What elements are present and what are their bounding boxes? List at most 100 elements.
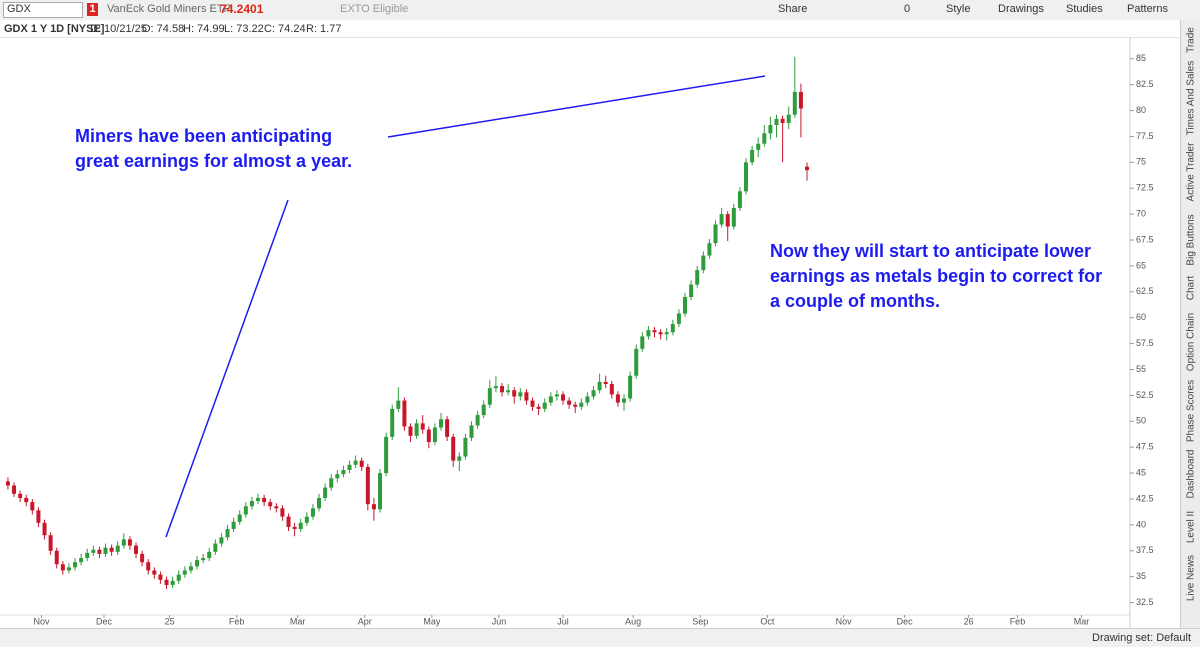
share-button[interactable]: Share xyxy=(778,3,808,15)
drawing-set[interactable]: Drawing set: Default xyxy=(1092,632,1192,644)
alert-badge[interactable]: 1 xyxy=(87,3,98,16)
candle-body xyxy=(634,348,639,376)
low: L: 73.22 xyxy=(224,23,264,35)
candle-body xyxy=(286,516,291,527)
candle-body xyxy=(603,381,608,385)
candle-body xyxy=(298,522,303,530)
candle-body xyxy=(323,487,328,498)
sidebar-tab[interactable]: Option Chain xyxy=(1185,312,1197,372)
candle-body xyxy=(530,400,535,407)
sidebar-tab[interactable]: Times And Sales xyxy=(1185,60,1197,136)
footer: Drawing set: Default xyxy=(0,628,1200,647)
sidebar-tab[interactable]: Level II xyxy=(1185,510,1197,544)
style-button[interactable]: Style xyxy=(946,3,971,15)
sidebar-tab[interactable]: Chart xyxy=(1185,275,1197,301)
candle-body xyxy=(12,485,17,494)
candle-body xyxy=(591,390,596,397)
candle-body xyxy=(719,214,724,225)
candle-body xyxy=(365,466,370,505)
close: C: 74.24 xyxy=(264,23,306,35)
candle-body xyxy=(756,143,761,150)
sidebar-tab[interactable]: Active Trader xyxy=(1185,142,1197,202)
y-tick-label: 32.5 xyxy=(1136,597,1154,607)
candle-body xyxy=(750,149,755,163)
y-tick-label: 67.5 xyxy=(1136,234,1154,244)
symbol-input[interactable]: GDX xyxy=(3,2,83,18)
candle-body xyxy=(676,313,681,324)
candle-body xyxy=(317,497,322,509)
x-tick-label: 26 xyxy=(964,616,974,626)
x-tick-label: Jun xyxy=(492,616,507,626)
sidebar-tab[interactable]: Trade xyxy=(1185,27,1197,53)
candle-body xyxy=(121,539,126,546)
candle-body xyxy=(335,474,340,479)
instrument-name: VanEck Gold Miners ETF xyxy=(107,3,231,15)
candle-body xyxy=(91,549,96,553)
candle-body xyxy=(66,567,71,571)
candle-body xyxy=(481,404,486,416)
y-tick-label: 52.5 xyxy=(1136,390,1154,400)
sidebar-tab[interactable]: Big Buttons xyxy=(1185,214,1197,266)
candle-body xyxy=(103,547,108,554)
candle-body xyxy=(274,506,279,509)
candle-body xyxy=(670,323,675,333)
candle-body xyxy=(79,558,84,563)
candle-body xyxy=(554,394,559,397)
candle-body xyxy=(213,543,218,552)
x-tick-label: Dec xyxy=(897,616,914,626)
candle-body xyxy=(182,570,187,575)
sidebar: Trade Times And Sales Active Trader Big But… xyxy=(1180,20,1200,628)
last-price: 74.2401 xyxy=(220,2,264,16)
y-tick-label: 47.5 xyxy=(1136,442,1154,452)
candle-body xyxy=(54,550,59,565)
sidebar-tab[interactable]: Live News xyxy=(1185,554,1197,602)
x-tick-label: Nov xyxy=(33,616,50,626)
y-tick-label: 72.5 xyxy=(1136,183,1154,193)
candle-body xyxy=(146,562,151,571)
candle-body xyxy=(786,114,791,123)
x-tick-label: Feb xyxy=(1010,616,1026,626)
candle-body xyxy=(774,118,779,126)
candle-body xyxy=(371,504,376,510)
candle-body xyxy=(188,566,193,571)
annotation: a couple of months. xyxy=(770,291,940,311)
y-tick-label: 77.5 xyxy=(1136,131,1154,141)
candle-body xyxy=(500,386,505,393)
candle-body xyxy=(396,400,401,409)
candle-body xyxy=(762,133,767,144)
candle-body xyxy=(805,166,810,171)
candle-body xyxy=(689,284,694,297)
x-tick-label: Nov xyxy=(836,616,853,626)
open: O: 74.58 xyxy=(142,23,185,35)
studies-button[interactable]: Studies xyxy=(1066,3,1103,15)
candle-body xyxy=(573,404,578,407)
counter[interactable]: 0 xyxy=(904,3,911,15)
sidebar-tab[interactable]: Dashboard xyxy=(1185,449,1197,499)
candle-body xyxy=(664,332,669,335)
candle-body xyxy=(256,497,261,502)
y-tick-label: 85 xyxy=(1136,53,1146,63)
y-tick-label: 60 xyxy=(1136,312,1146,322)
drawings-button[interactable]: Drawings xyxy=(998,3,1044,15)
candle-body xyxy=(432,427,437,443)
candle-body xyxy=(615,394,620,403)
candle-body xyxy=(737,191,742,208)
y-tick-label: 50 xyxy=(1136,416,1146,426)
x-tick-label: Jul xyxy=(557,616,569,626)
candle-body xyxy=(524,392,529,401)
candle-body xyxy=(378,473,383,510)
range: R: 1.77 xyxy=(306,23,342,35)
patterns-button[interactable]: Patterns xyxy=(1127,3,1168,15)
candle-body xyxy=(493,386,498,389)
candle-body xyxy=(207,551,212,559)
candle-body xyxy=(609,384,614,395)
candle-body xyxy=(176,574,181,581)
sidebar-tab[interactable]: Phase Scores xyxy=(1185,379,1197,443)
candle-body xyxy=(85,552,90,559)
candle-body xyxy=(640,336,645,349)
candle-body xyxy=(475,415,480,426)
candle-body xyxy=(536,406,541,409)
x-tick-label: 25 xyxy=(165,616,175,626)
y-tick-label: 65 xyxy=(1136,260,1146,270)
